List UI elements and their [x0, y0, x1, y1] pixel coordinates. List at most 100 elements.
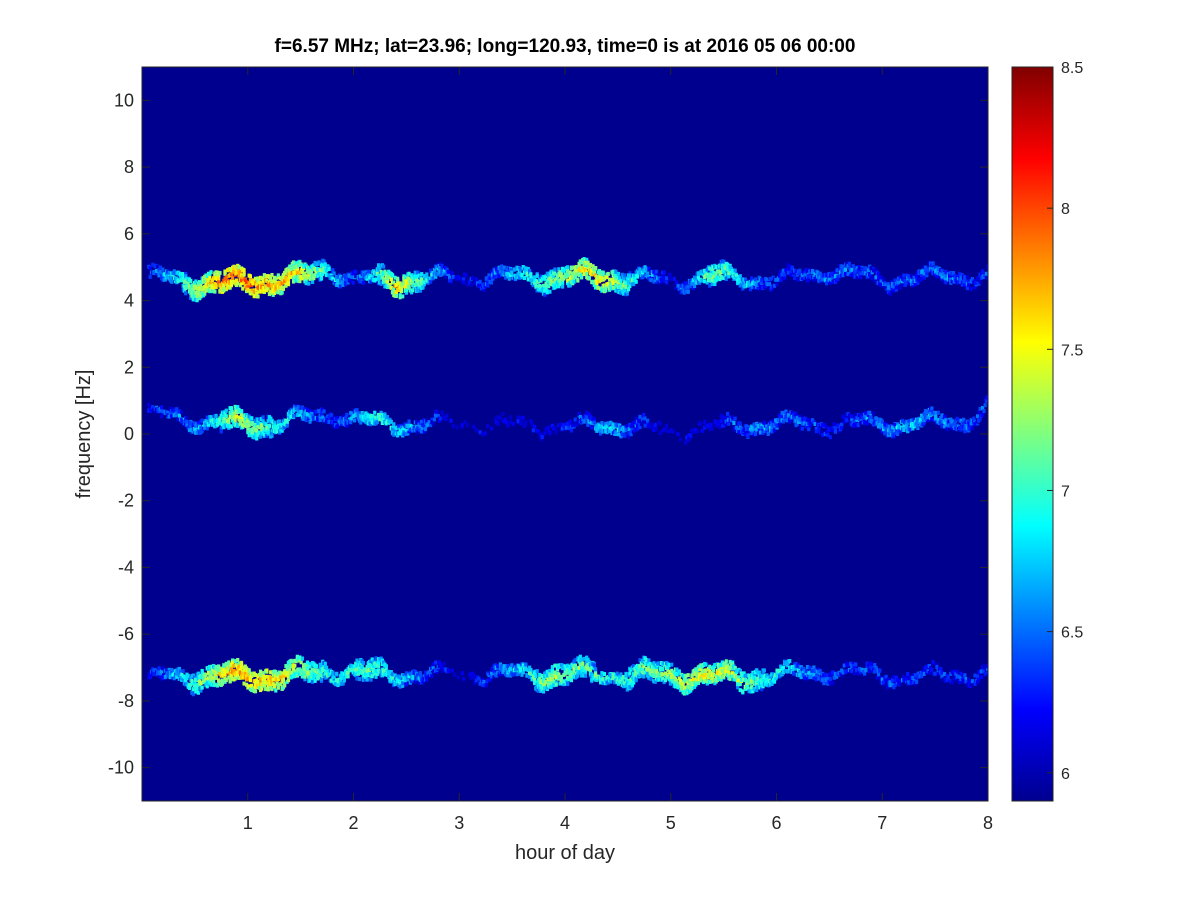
trace-cell [492, 674, 496, 679]
trace-cell [186, 673, 190, 678]
trace-cell [199, 688, 203, 693]
trace-cell [445, 267, 449, 272]
trace-cell [336, 278, 340, 283]
trace-cell [876, 276, 881, 281]
trace-cell [511, 672, 515, 677]
trace-cell [616, 432, 621, 437]
trace-cell [876, 419, 881, 424]
trace-cell [340, 671, 344, 676]
trace-cell [808, 423, 812, 428]
trace-cell [652, 269, 656, 274]
trace-cell [246, 430, 250, 435]
trace-cell [762, 420, 766, 425]
trace-cell [955, 416, 959, 421]
trace-cell [159, 669, 164, 674]
trace-cell [850, 414, 854, 419]
trace-cell [175, 674, 179, 679]
trace-cell [351, 411, 355, 416]
trace-cell [592, 420, 596, 425]
trace-cell [493, 274, 497, 279]
trace-cell [196, 292, 200, 297]
trace-cell [572, 423, 576, 428]
trace-cell [187, 284, 192, 289]
trace-cell [413, 679, 417, 684]
trace-cell [261, 671, 265, 676]
trace-cell [814, 426, 818, 431]
trace-cell [879, 425, 883, 430]
trace-cell [291, 413, 296, 418]
chart-title: f=6.57 MHz; lat=23.96; long=120.93, time… [275, 36, 856, 57]
trace-cell [455, 425, 459, 430]
trace-cell [437, 418, 442, 423]
trace-cell [387, 669, 391, 674]
trace-cell [286, 266, 291, 271]
trace-cell [407, 271, 411, 276]
trace-cell [406, 275, 410, 280]
trace-cell [194, 689, 198, 694]
trace-cell [539, 274, 543, 279]
trace-cell [288, 666, 292, 671]
trace-cell [755, 427, 759, 432]
trace-cell [341, 674, 345, 679]
trace-cell [599, 431, 603, 436]
trace-cell [233, 675, 237, 680]
trace-cell [236, 657, 240, 662]
trace-cell [583, 267, 588, 272]
trace-cell [869, 415, 873, 420]
trace-cell [159, 405, 164, 410]
trace-cell [373, 410, 377, 415]
trace-cell [508, 415, 513, 420]
trace-cell [308, 414, 312, 419]
trace-cell [290, 659, 294, 664]
trace-cell [208, 283, 212, 288]
trace-cell [370, 674, 374, 679]
trace-cell [758, 286, 763, 291]
trace-cell [228, 415, 232, 420]
trace-cell [264, 680, 268, 685]
trace-cell [940, 276, 944, 281]
trace-cell [166, 672, 170, 677]
trace-cell [984, 399, 988, 404]
trace-cell [411, 674, 415, 679]
trace-cell [161, 409, 165, 414]
trace-cell [916, 280, 920, 285]
trace-cell [439, 662, 443, 667]
trace-cell [371, 665, 376, 670]
trace-cell [619, 278, 623, 283]
trace-cell [552, 273, 556, 278]
trace-cell [964, 423, 968, 428]
trace-cell [717, 423, 721, 428]
trace-cell [585, 272, 589, 277]
trace-cell [965, 286, 969, 291]
trace-cell [731, 268, 735, 273]
trace-cell [314, 409, 318, 414]
trace-cell [440, 664, 444, 669]
trace-cell [156, 264, 160, 269]
trace-cell [398, 293, 402, 298]
trace-cell [489, 674, 494, 679]
trace-cell [392, 432, 396, 437]
trace-cell [309, 270, 313, 275]
trace-cell [167, 270, 171, 275]
trace-cell [335, 415, 339, 420]
trace-cell [354, 671, 358, 676]
trace-cell [676, 432, 680, 437]
trace-cell [715, 420, 719, 425]
trace-cell [884, 428, 888, 433]
trace-cell [356, 660, 360, 665]
trace-cell [331, 670, 335, 675]
trace-cell [522, 276, 527, 281]
trace-cell [323, 661, 327, 666]
trace-cell [665, 276, 669, 281]
trace-cell [177, 278, 181, 283]
trace-cell [859, 275, 863, 280]
trace-cell [465, 282, 470, 287]
trace-cell [890, 425, 895, 430]
trace-cell [253, 681, 258, 686]
trace-cell [232, 663, 236, 668]
trace-cell [964, 279, 968, 284]
trace-cell [434, 413, 438, 418]
trace-cell [507, 276, 511, 281]
trace-cell [267, 424, 272, 429]
